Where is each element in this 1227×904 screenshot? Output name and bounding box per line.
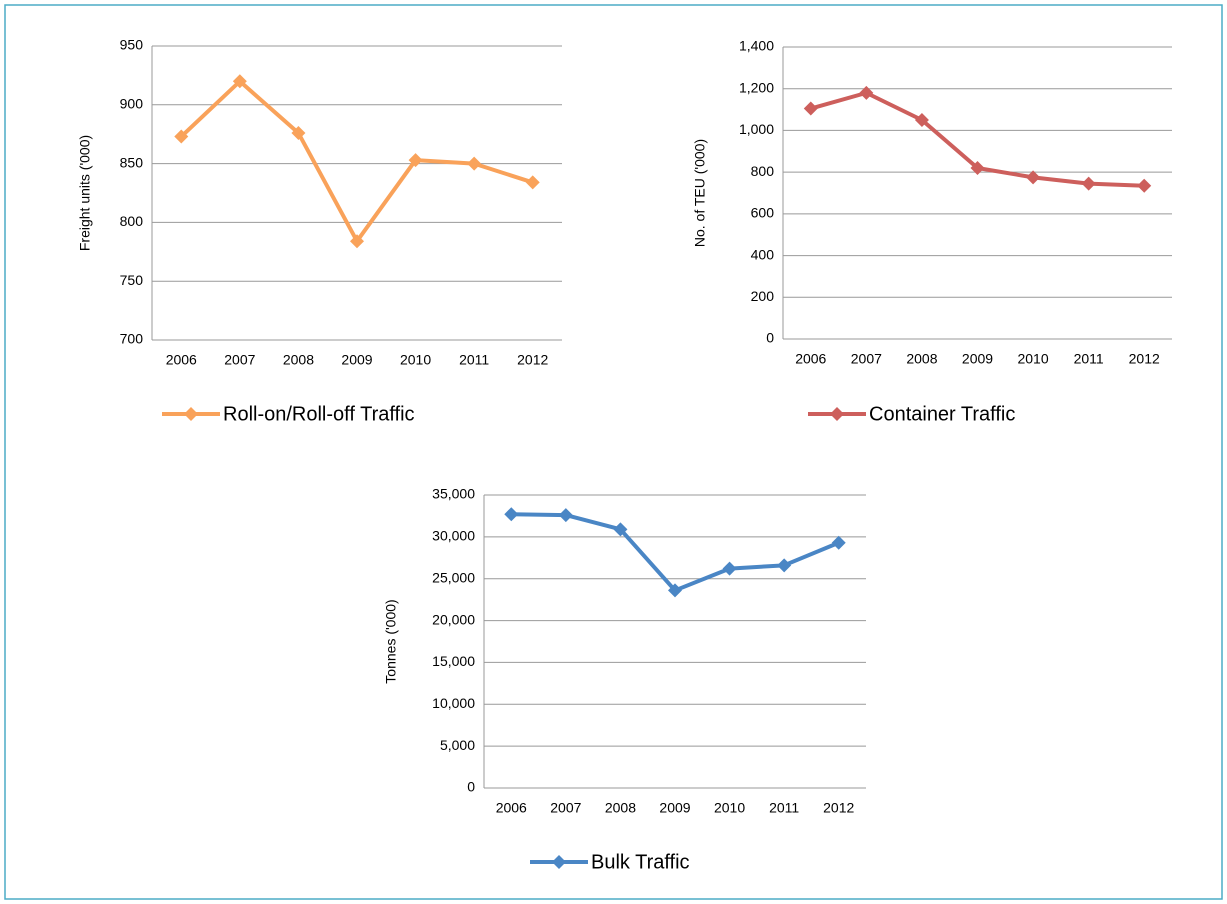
point-marker — [1081, 176, 1096, 191]
y-axis-label: No. of TEU ('000) — [692, 139, 708, 247]
point-marker — [558, 508, 573, 523]
y-tick-label: 850 — [120, 154, 144, 170]
legend-label: Container Traffic — [869, 403, 1015, 425]
x-tick-label: 2010 — [400, 352, 431, 368]
y-tick-label: 700 — [120, 331, 144, 347]
y-tick-label: 0 — [766, 330, 774, 346]
x-tick-label: 2012 — [517, 352, 548, 368]
x-tick-label: 2008 — [283, 352, 314, 368]
frame — [4, 4, 1223, 900]
y-tick-label: 25,000 — [432, 569, 475, 585]
point-marker — [504, 507, 519, 522]
y-tick-label: 35,000 — [432, 486, 475, 502]
legend-marker — [184, 407, 198, 421]
y-tick-label: 900 — [120, 96, 144, 112]
y-tick-label: 600 — [751, 205, 775, 221]
legend-marker — [830, 407, 844, 421]
x-tick-label: 2006 — [795, 351, 826, 367]
legend-label: Bulk Traffic — [591, 851, 690, 873]
y-tick-label: 0 — [467, 779, 475, 795]
point-marker — [1026, 170, 1041, 185]
point-marker — [970, 160, 985, 175]
y-tick-label: 400 — [751, 246, 775, 262]
point-marker — [1137, 178, 1152, 193]
point-marker — [525, 175, 540, 190]
x-tick-label: 2007 — [224, 352, 255, 368]
x-tick-label: 2012 — [1129, 351, 1160, 367]
x-tick-label: 2009 — [962, 351, 993, 367]
point-marker — [291, 126, 306, 141]
y-tick-label: 15,000 — [432, 653, 475, 669]
y-tick-label: 1,400 — [739, 38, 774, 54]
point-marker — [803, 101, 818, 116]
x-tick-label: 2010 — [1017, 351, 1048, 367]
y-tick-label: 800 — [120, 213, 144, 229]
point-marker — [350, 234, 364, 249]
x-tick-label: 2008 — [906, 351, 937, 367]
y-tick-label: 1,200 — [739, 79, 774, 95]
y-tick-label: 750 — [120, 272, 144, 288]
point-marker — [408, 153, 423, 168]
y-tick-label: 1,000 — [739, 121, 774, 137]
x-tick-label: 2006 — [496, 800, 527, 816]
point-marker — [467, 156, 482, 171]
point-marker — [613, 522, 628, 537]
legend-marker — [552, 855, 566, 869]
y-tick-label: 200 — [751, 288, 775, 304]
x-tick-label: 2011 — [1074, 351, 1104, 367]
y-tick-label: 20,000 — [432, 611, 475, 627]
x-tick-label: 2006 — [166, 352, 197, 368]
y-tick-label: 10,000 — [432, 695, 475, 711]
y-axis-label: Tonnes ('000) — [383, 599, 399, 683]
point-marker — [859, 85, 874, 100]
x-tick-label: 2007 — [851, 351, 882, 367]
y-tick-label: 950 — [120, 37, 144, 53]
legend-label: Roll-on/Roll-off Traffic — [223, 403, 415, 425]
x-tick-label: 2012 — [823, 800, 854, 816]
point-marker — [831, 535, 846, 550]
y-tick-label: 800 — [751, 163, 775, 179]
point-marker — [232, 74, 247, 89]
x-tick-label: 2007 — [550, 800, 581, 816]
point-marker — [174, 129, 189, 144]
point-marker — [777, 558, 792, 573]
x-tick-label: 2008 — [605, 800, 636, 816]
x-tick-label: 2009 — [341, 352, 372, 368]
y-tick-label: 5,000 — [440, 737, 475, 753]
y-axis-label: Freight units ('000) — [77, 135, 93, 251]
x-tick-label: 2009 — [659, 800, 690, 816]
x-tick-label: 2011 — [769, 800, 799, 816]
y-tick-label: 30,000 — [432, 528, 475, 544]
x-tick-label: 2010 — [714, 800, 745, 816]
point-marker — [668, 583, 682, 598]
point-marker — [914, 113, 929, 127]
point-marker — [722, 561, 737, 576]
x-tick-label: 2011 — [459, 352, 489, 368]
